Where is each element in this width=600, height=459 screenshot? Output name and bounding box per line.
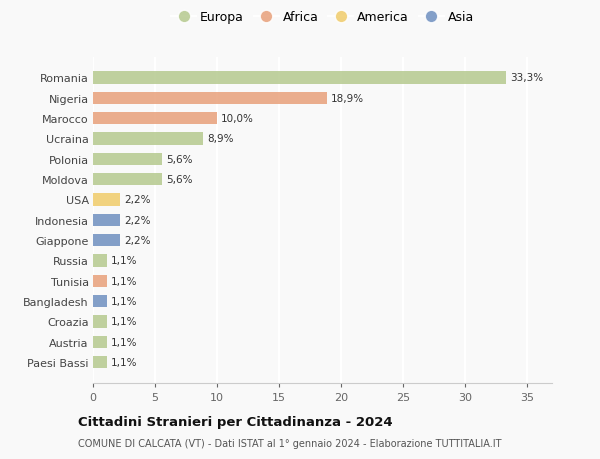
- Bar: [93, 356, 107, 369]
- Text: 1,1%: 1,1%: [110, 337, 137, 347]
- Bar: [93, 214, 120, 226]
- Bar: [93, 255, 107, 267]
- Text: 8,9%: 8,9%: [207, 134, 233, 144]
- Bar: [93, 133, 203, 145]
- Text: 5,6%: 5,6%: [166, 155, 193, 164]
- Text: 5,6%: 5,6%: [166, 175, 193, 185]
- Text: 18,9%: 18,9%: [331, 94, 364, 104]
- Text: 33,3%: 33,3%: [510, 73, 543, 83]
- Bar: [93, 194, 120, 206]
- Bar: [93, 174, 163, 186]
- Bar: [93, 296, 107, 308]
- Bar: [93, 153, 163, 166]
- Bar: [93, 316, 107, 328]
- Text: COMUNE DI CALCATA (VT) - Dati ISTAT al 1° gennaio 2024 - Elaborazione TUTTITALIA: COMUNE DI CALCATA (VT) - Dati ISTAT al 1…: [78, 438, 502, 448]
- Text: 1,1%: 1,1%: [110, 297, 137, 307]
- Text: 1,1%: 1,1%: [110, 358, 137, 367]
- Text: 1,1%: 1,1%: [110, 276, 137, 286]
- Bar: [93, 336, 107, 348]
- Text: 10,0%: 10,0%: [221, 114, 254, 124]
- Legend: Europa, Africa, America, Asia: Europa, Africa, America, Asia: [171, 11, 474, 24]
- Text: Cittadini Stranieri per Cittadinanza - 2024: Cittadini Stranieri per Cittadinanza - 2…: [78, 415, 392, 428]
- Text: 2,2%: 2,2%: [124, 235, 151, 246]
- Bar: [93, 92, 328, 105]
- Text: 2,2%: 2,2%: [124, 215, 151, 225]
- Bar: [93, 113, 217, 125]
- Text: 1,1%: 1,1%: [110, 317, 137, 327]
- Bar: [93, 235, 120, 246]
- Bar: [93, 72, 506, 84]
- Text: 2,2%: 2,2%: [124, 195, 151, 205]
- Bar: [93, 275, 107, 287]
- Text: 1,1%: 1,1%: [110, 256, 137, 266]
